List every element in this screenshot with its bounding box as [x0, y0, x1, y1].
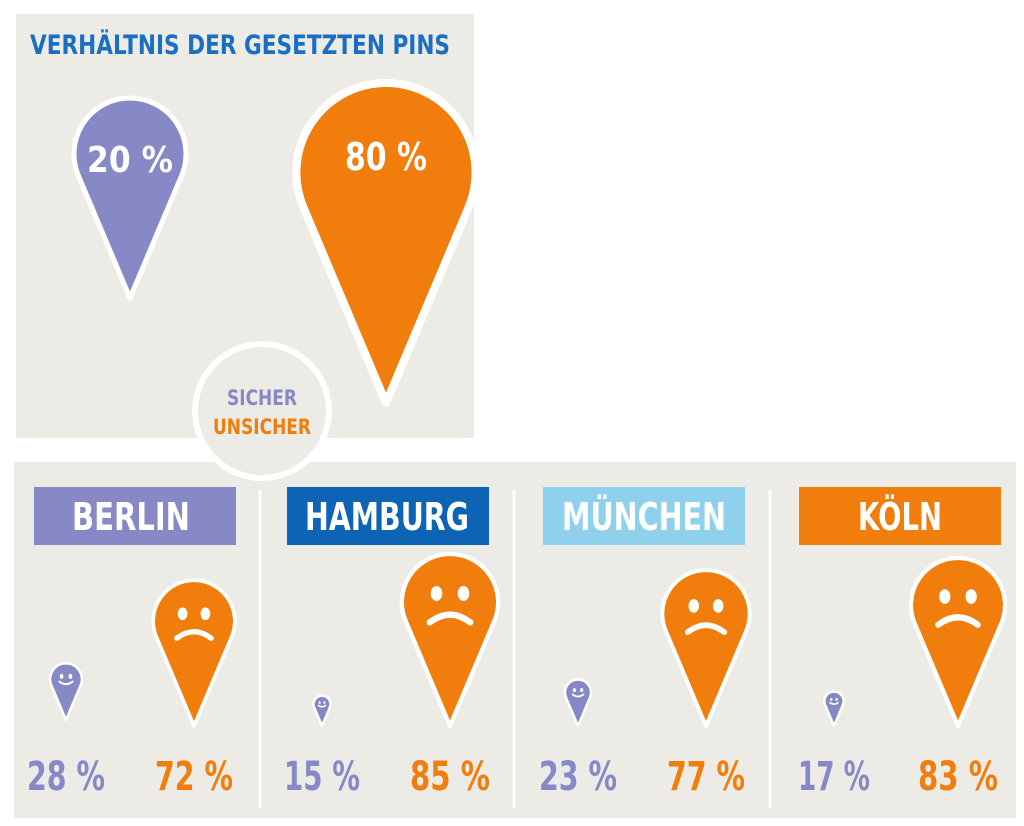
koeln-unsicher-label: 83 %	[918, 754, 998, 800]
chart-title: VERHÄLTNIS DER GESETZTEN PINS	[30, 29, 450, 61]
pin-unsicher-3	[908, 556, 1008, 729]
overview-unsicher-pin	[292, 79, 480, 408]
pin-sicher-3	[823, 690, 845, 728]
legend-unsicher: UNSICHER	[213, 415, 311, 439]
berlin-sicher-label: 28 %	[27, 754, 105, 800]
overview-sicher-label: 20 %	[87, 140, 173, 181]
smiley-icon-1	[317, 701, 327, 708]
koeln-sicher-label: 17 %	[798, 754, 870, 800]
city-name-berlin: BERLIN	[72, 495, 190, 539]
sad-face-icon-3	[935, 589, 981, 628]
city-name-muenchen: MÜNCHEN	[562, 495, 726, 539]
legend-sicher: SICHER	[227, 386, 297, 410]
overview-pins	[71, 79, 480, 408]
pin-unsicher-1	[399, 551, 501, 729]
city-name-koeln: KÖLN	[858, 495, 942, 539]
berlin-unsicher-label: 72 %	[155, 754, 233, 800]
city-header-berlin	[34, 487, 236, 545]
city-pins	[48, 551, 1008, 729]
city-header-hamburg	[287, 487, 489, 545]
smiley-icon-3	[829, 697, 839, 706]
pin-sicher-0	[48, 662, 84, 722]
hamburg-unsicher-label: 85 %	[410, 754, 490, 800]
hamburg-sicher-label: 15 %	[284, 754, 360, 800]
legend-circle-inner	[198, 347, 326, 475]
pin-sicher-1	[312, 694, 332, 728]
smiley-icon-2	[571, 688, 585, 698]
city-header-koeln	[799, 487, 1001, 545]
pin-sicher-2	[563, 678, 593, 728]
smiley-icon-0	[58, 673, 74, 686]
muenchen-sicher-label: 23 %	[539, 754, 617, 800]
sad-face-icon-0	[174, 607, 214, 641]
pin-unsicher-2	[660, 568, 752, 728]
overview-unsicher-label: 80 %	[345, 135, 427, 179]
sad-face-icon-2	[684, 599, 728, 635]
city-name-hamburg: HAMBURG	[305, 495, 469, 539]
overview-sicher-pin	[71, 95, 189, 301]
pin-unsicher-0	[151, 578, 237, 728]
city-header-muenchen	[543, 487, 745, 545]
muenchen-unsicher-label: 77 %	[667, 754, 745, 800]
sad-face-icon-1	[426, 585, 474, 626]
